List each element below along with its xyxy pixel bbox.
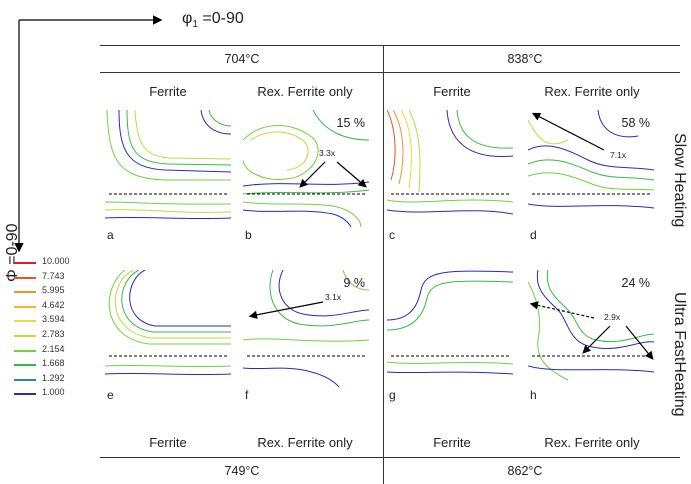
contour-plot — [105, 110, 231, 220]
panel-ratio: 3.1x — [325, 292, 342, 302]
col-header-top-2: Rex. Ferrite only — [257, 84, 353, 99]
panel-percent: 24 % — [621, 276, 651, 290]
panel-h: 24 % 2.9x h — [528, 270, 654, 402]
legend-value: 1.000 — [42, 387, 65, 398]
temp-bottom-right: 862°C — [507, 464, 543, 478]
temp-top-left: 704°C — [224, 52, 260, 66]
panel-letter: h — [530, 388, 537, 402]
contour-plot — [528, 270, 654, 381]
phi1-axis-label: φ1 =0-90 — [182, 10, 244, 31]
axes-arrows — [14, 15, 163, 253]
legend-value: 7.743 — [42, 270, 65, 281]
col-header-bottom-1: Ferrite — [149, 435, 187, 450]
row-label-fast: Ultra FastHeating — [671, 292, 688, 417]
col-header-bottom-3: Ferrite — [433, 435, 471, 450]
panel-letter: f — [245, 388, 249, 402]
panel-letter: c — [389, 228, 395, 242]
contour-plot — [528, 110, 654, 209]
panel-f: 9 % 3.1x f — [243, 270, 369, 402]
legend-value: 1.668 — [42, 358, 65, 369]
legend-value: 5.995 — [42, 285, 65, 296]
contour-plot — [243, 270, 369, 387]
legend-value: 10.000 — [42, 256, 70, 266]
temp-bottom-left: 749°C — [224, 464, 260, 478]
panel-ratio: 2.9x — [604, 312, 621, 322]
legend-swatch — [14, 378, 36, 381]
legend-swatch — [14, 262, 36, 264]
panel-ratio: 7.1x — [610, 150, 627, 160]
legend-swatch — [14, 335, 36, 337]
legend-swatch — [14, 305, 36, 308]
legend-value: 2.154 — [42, 343, 65, 354]
contour-plot — [387, 270, 513, 375]
center-divider — [383, 45, 384, 484]
contour-plot — [387, 110, 513, 215]
col-header-bottom-2: Rex. Ferrite only — [257, 435, 353, 450]
panel-a: a — [105, 110, 231, 242]
panel-letter: a — [107, 228, 114, 242]
legend-swatch — [14, 364, 36, 367]
panel-g: g — [387, 270, 513, 402]
legend-swatch — [14, 276, 36, 279]
panel-percent: 58 % — [621, 116, 651, 130]
legend-swatch — [14, 393, 36, 396]
panel-letter: e — [107, 388, 114, 402]
legend-value: 4.642 — [42, 299, 65, 310]
col-header-top-3: Ferrite — [433, 84, 471, 99]
legend-value: 2.783 — [42, 329, 65, 339]
col-header-top-1: Ferrite — [149, 84, 187, 99]
panel-letter: b — [245, 228, 252, 242]
bottom-header-border — [100, 457, 680, 458]
header-border — [100, 72, 680, 73]
row-label-slow: Slow Heating — [671, 133, 688, 228]
legend-value: 1.292 — [42, 372, 65, 383]
panel-ratio: 3.3x — [319, 148, 336, 158]
legend-swatch — [14, 320, 36, 323]
contour-plot — [105, 270, 231, 376]
panel-b: 15 % 3.3x b — [243, 110, 369, 242]
col-header-top-4: Rex. Ferrite only — [544, 84, 640, 99]
panel-e: e — [105, 270, 231, 402]
panel-percent: 9 % — [343, 276, 365, 290]
legend-swatch — [14, 291, 36, 294]
legend: 10.000 7.743 5.995 4.642 3.594 2.783 2.154 1.66… — [0, 256, 80, 406]
col-header-bottom-4: Rex. Ferrite only — [544, 435, 640, 450]
legend-swatch — [14, 349, 36, 352]
panel-letter: d — [530, 228, 537, 242]
top-border — [100, 45, 680, 46]
panel-d: 58 % 7.1x d — [528, 110, 654, 242]
legend-value: 3.594 — [42, 314, 65, 325]
temp-top-right: 838°C — [507, 52, 543, 66]
panel-c: c — [387, 110, 513, 242]
panel-percent: 15 % — [336, 116, 366, 130]
contour-plot — [243, 110, 369, 227]
panel-letter: g — [389, 388, 396, 402]
